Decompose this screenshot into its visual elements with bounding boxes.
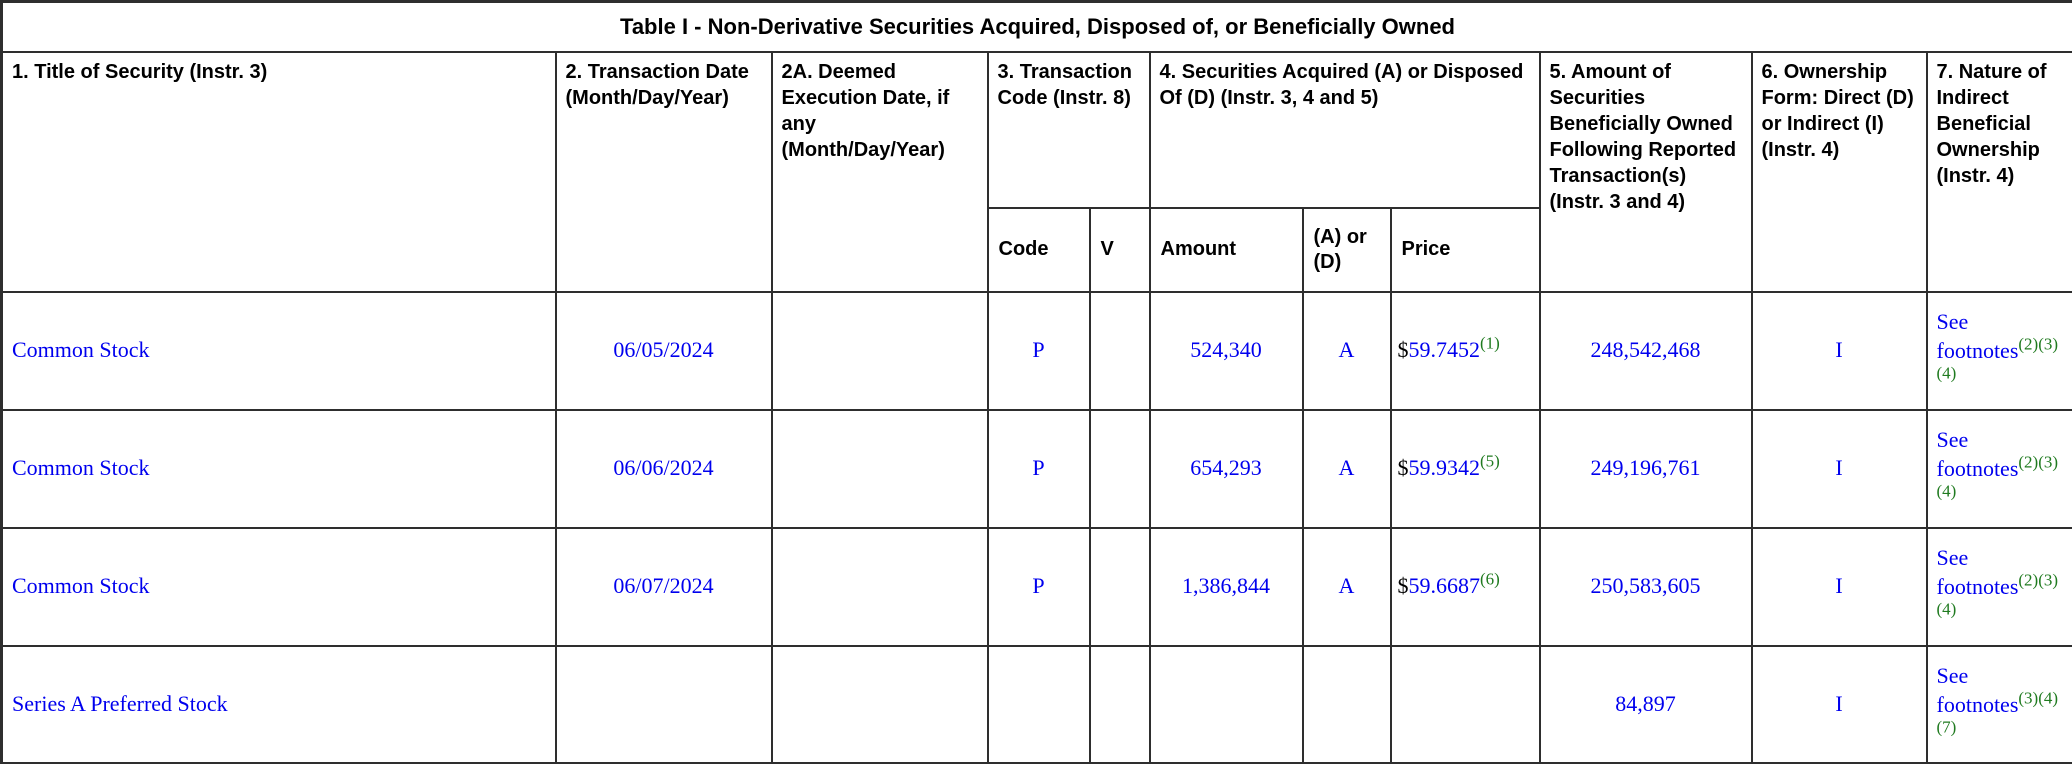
cell-transaction-code: P: [986, 290, 1091, 411]
cell-security-title: Common Stock: [0, 408, 557, 529]
cell-amount: 654,293: [1148, 408, 1304, 529]
footnote-ref: (4): [1936, 363, 1957, 383]
table-title-row: Table I - Non-Derivative Securities Acqu…: [0, 0, 2072, 53]
cell-acquired-disposed: A: [1301, 290, 1392, 411]
cell-shares-owned: 250,583,605: [1538, 526, 1753, 647]
nature-text: See footnotes: [1936, 662, 2019, 717]
subheader-amount: Amount: [1148, 206, 1304, 293]
cell-nature-ownership: See footnotes(3)(4) (7): [1925, 644, 2072, 764]
cell-acquired-disposed: A: [1301, 526, 1392, 647]
table-row: Common Stock 06/07/2024 P 1,386,844 A $5…: [0, 526, 2072, 647]
header-title-of-security: 1. Title of Security (Instr. 3): [0, 50, 557, 293]
footnote-ref: (3): [2038, 570, 2059, 590]
footnote-ref: (4): [2038, 688, 2059, 708]
footnote-ref: (7): [1936, 717, 1957, 737]
header-ownership-form: 6. Ownership Form: Direct (D) or Indirec…: [1750, 50, 1928, 293]
cell-deemed-execution-date: [770, 644, 989, 764]
cell-amount: 524,340: [1148, 290, 1304, 411]
cell-shares-owned: 249,196,761: [1538, 408, 1753, 529]
currency-symbol: $: [1397, 573, 1409, 599]
subheader-v: V: [1088, 206, 1151, 293]
cell-ownership-form: I: [1750, 644, 1928, 764]
nature-text: See footnotes: [1936, 544, 2019, 599]
cell-deemed-execution-date: [770, 290, 989, 411]
table-title: Table I - Non-Derivative Securities Acqu…: [0, 0, 2072, 53]
header-transaction-date: 2. Transaction Date (Month/Day/Year): [554, 50, 773, 293]
nature-text: See footnotes: [1936, 308, 2019, 363]
currency-symbol: $: [1397, 337, 1409, 363]
footnote-ref: (4): [1936, 599, 1957, 619]
cell-transaction-date: 06/05/2024: [554, 290, 773, 411]
table-row: Series A Preferred Stock 84,897 I See fo…: [0, 644, 2072, 764]
cell-code-v: [1088, 408, 1151, 529]
price-value: 59.6687: [1408, 573, 1481, 599]
cell-price: [1389, 644, 1541, 764]
footnote-ref: (2): [2018, 334, 2039, 354]
subheader-code: Code: [986, 206, 1091, 293]
cell-ownership-form: I: [1750, 408, 1928, 529]
footnote-ref: (3): [2038, 334, 2059, 354]
cell-acquired-disposed: [1301, 644, 1392, 764]
header-nature-indirect-ownership: 7. Nature of Indirect Beneficial Ownersh…: [1925, 50, 2072, 293]
footnote-ref: (5): [1480, 451, 1500, 471]
cell-nature-ownership: See footnotes(2)(3) (4): [1925, 290, 2072, 411]
cell-ownership-form: I: [1750, 290, 1928, 411]
footnote-ref: (2): [2018, 452, 2039, 472]
footnote-ref: (1): [1480, 333, 1500, 353]
cell-nature-ownership: See footnotes(2)(3) (4): [1925, 408, 2072, 529]
cell-price: $59.7452(1): [1389, 290, 1541, 411]
cell-transaction-date: [554, 644, 773, 764]
price-value: 59.7452: [1408, 337, 1481, 363]
cell-transaction-code: [986, 644, 1091, 764]
cell-code-v: [1088, 526, 1151, 647]
cell-shares-owned: 84,897: [1538, 644, 1753, 764]
footnote-ref: (3): [2018, 688, 2039, 708]
nature-text: See footnotes: [1936, 426, 2019, 481]
header-deemed-execution-date: 2A. Deemed Execution Date, if any (Month…: [770, 50, 989, 293]
cell-amount: [1148, 644, 1304, 764]
cell-shares-owned: 248,542,468: [1538, 290, 1753, 411]
cell-ownership-form: I: [1750, 526, 1928, 647]
subheader-price: Price: [1389, 206, 1541, 293]
cell-transaction-date: 06/07/2024: [554, 526, 773, 647]
currency-symbol: $: [1397, 455, 1409, 481]
price-value: 59.9342: [1408, 455, 1481, 481]
cell-code-v: [1088, 290, 1151, 411]
cell-amount: 1,386,844: [1148, 526, 1304, 647]
header-row: 1. Title of Security (Instr. 3) 2. Trans…: [0, 50, 2072, 293]
cell-nature-ownership: See footnotes(2)(3) (4): [1925, 526, 2072, 647]
cell-security-title: Common Stock: [0, 290, 557, 411]
sub-header-row: Code V Amount (A) or (D) Price: [2, 206, 2072, 293]
subheader-a-or-d: (A) or (D): [1301, 206, 1392, 293]
header-transaction-code: 3. Transaction Code (Instr. 8): [986, 50, 1151, 209]
header-amount-owned-following: 5. Amount of Securities Beneficially Own…: [1538, 50, 1753, 293]
cell-security-title: Common Stock: [0, 526, 557, 647]
footnote-ref: (3): [2038, 452, 2059, 472]
table-row: Common Stock 06/06/2024 P 654,293 A $59.…: [0, 408, 2072, 529]
table-row: Common Stock 06/05/2024 P 524,340 A $59.…: [0, 290, 2072, 411]
cell-security-title: Series A Preferred Stock: [0, 644, 557, 764]
cell-acquired-disposed: A: [1301, 408, 1392, 529]
cell-transaction-date: 06/06/2024: [554, 408, 773, 529]
cell-code-v: [1088, 644, 1151, 764]
header-securities-acquired-disposed: 4. Securities Acquired (A) or Disposed O…: [1148, 50, 1541, 209]
cell-deemed-execution-date: [770, 408, 989, 529]
footnote-ref: (4): [1936, 481, 1957, 501]
cell-price: $59.9342(5): [1389, 408, 1541, 529]
footnote-ref: (6): [1480, 569, 1500, 589]
footnote-ref: (2): [2018, 570, 2039, 590]
cell-transaction-code: P: [986, 526, 1091, 647]
cell-transaction-code: P: [986, 408, 1091, 529]
cell-deemed-execution-date: [770, 526, 989, 647]
cell-price: $59.6687(6): [1389, 526, 1541, 647]
